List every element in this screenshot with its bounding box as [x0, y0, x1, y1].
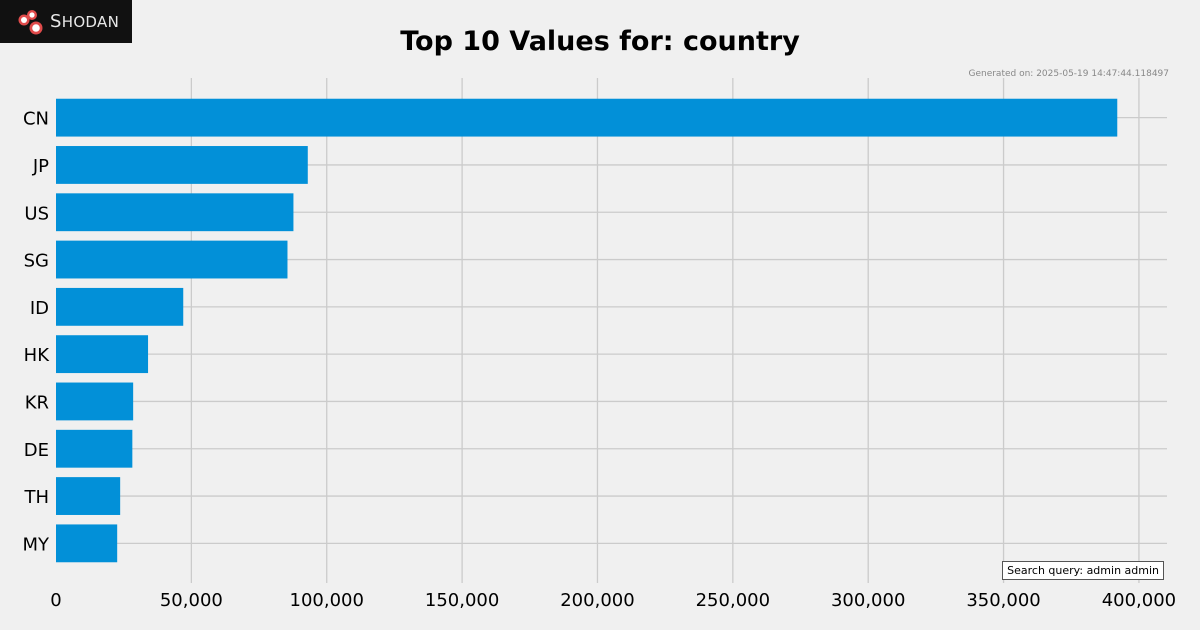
bar-my: [56, 524, 118, 563]
bar-th: [56, 477, 121, 515]
logo-text: SHODAN: [50, 11, 120, 32]
y-tick-label: JP: [32, 156, 49, 177]
y-tick-labels: CN JP US SG ID HK KR DE TH MY: [22, 109, 50, 556]
y-tick-label: HK: [24, 345, 51, 366]
bar-id: [56, 287, 184, 326]
x-tick-label: 0: [50, 590, 61, 611]
x-tick-label: 350,000: [966, 590, 1040, 611]
shodan-logo-icon: [18, 9, 43, 34]
bar-layer: [56, 98, 1118, 563]
bar-jp: [56, 146, 308, 184]
bar-cn: [56, 98, 1118, 137]
y-tick-label: SG: [24, 251, 49, 272]
y-tick-label: CN: [23, 109, 49, 130]
x-tick-label: 100,000: [290, 590, 364, 611]
generated-timestamp: Generated on: 2025-05-19 14:47:44.118497: [968, 69, 1169, 79]
shodan-logo[interactable]: SHODAN: [0, 0, 132, 43]
search-query-box: Search query: admin admin: [1002, 561, 1164, 580]
y-tick-label: MY: [22, 534, 50, 555]
bar-us: [56, 193, 294, 232]
x-tick-label: 250,000: [696, 590, 770, 611]
y-tick-label: KR: [25, 392, 49, 413]
chart-title: Top 10 Values for: country: [400, 26, 800, 57]
bar-kr: [56, 382, 134, 421]
bar-hk: [56, 335, 149, 374]
x-tick-label: 300,000: [831, 590, 905, 611]
x-tick-label: 200,000: [560, 590, 634, 611]
y-tick-label: ID: [30, 298, 49, 319]
x-tick-label: 400,000: [1102, 590, 1176, 611]
y-tick-label: US: [24, 203, 49, 224]
y-tick-label: DE: [24, 440, 49, 461]
bar-sg: [56, 240, 288, 279]
bar-de: [56, 429, 133, 468]
x-tick-label: 50,000: [160, 590, 223, 611]
x-tick-labels: 0 50,000 100,000 150,000 200,000 250,000 300,0…: [50, 590, 1176, 611]
x-tick-label: 150,000: [425, 590, 499, 611]
y-tick-label: TH: [23, 487, 49, 508]
